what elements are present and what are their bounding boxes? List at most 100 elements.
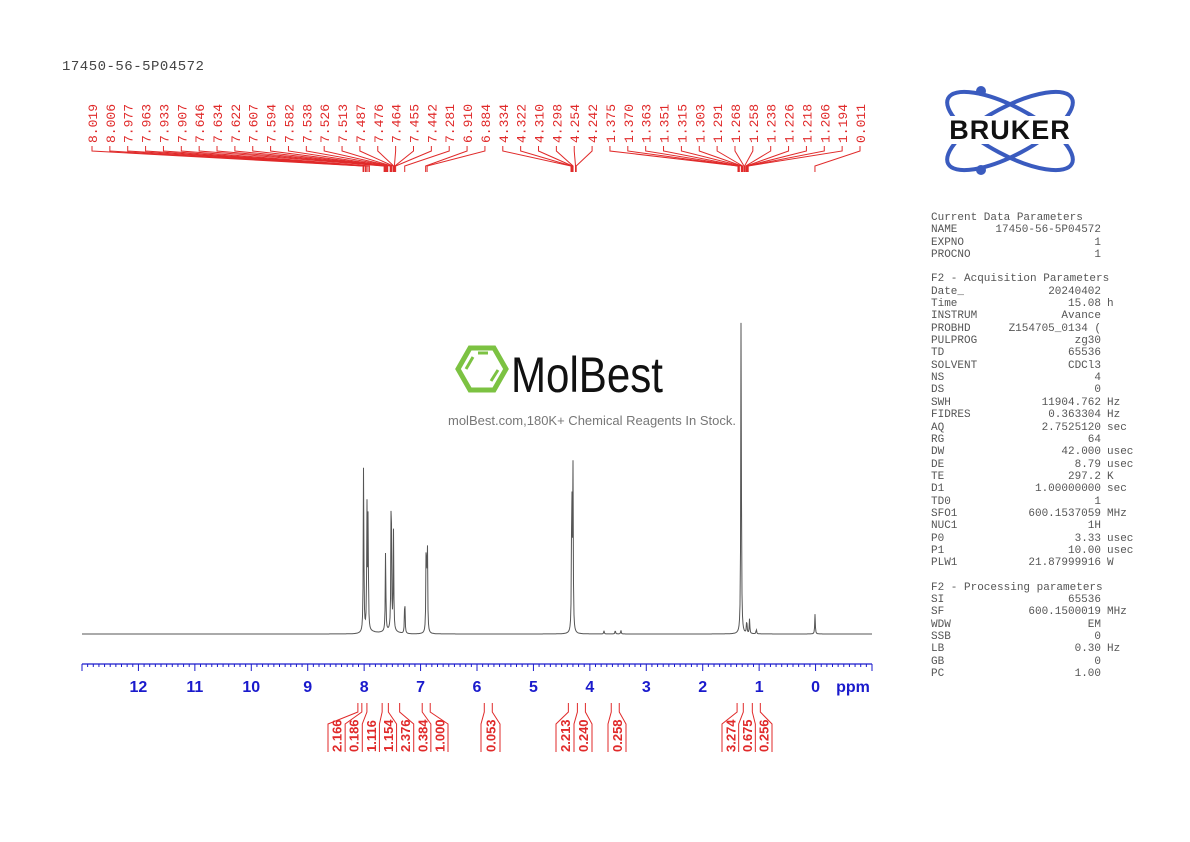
peak-label: 6.910: [461, 104, 476, 143]
param-value: 1.00000000: [1034, 483, 1101, 496]
param-key: LB: [931, 643, 945, 656]
param-unit: [1101, 520, 1107, 532]
param-unit: [1101, 237, 1107, 249]
peak-label: 7.538: [300, 104, 315, 143]
x-tick-label: 10: [242, 679, 260, 696]
x-tick-label: 4: [585, 679, 594, 696]
param-value: 297.2: [1067, 470, 1101, 483]
param-unit: [1101, 631, 1107, 643]
param-unit: K: [1107, 470, 1114, 483]
param-key: TD0: [931, 495, 951, 508]
param-value: 64: [1087, 433, 1101, 446]
param-unit: usec: [1107, 446, 1134, 459]
param-value: Z154705_0134 (: [1008, 322, 1101, 335]
param-value: 1: [1094, 236, 1101, 249]
peak-label: 4.254: [568, 104, 583, 143]
x-tick-label: 6: [473, 679, 482, 696]
x-tick-label: 8: [360, 679, 369, 696]
acquisition-parameters: F2 - Acquisition Parameters Date_ 2024040…: [931, 273, 1133, 569]
peak-label: 7.582: [282, 104, 297, 143]
peak-label: 0.011: [854, 104, 869, 143]
peak-label: 1.363: [640, 104, 655, 143]
x-tick-label: 12: [130, 679, 148, 696]
param-key: NAME: [931, 224, 958, 237]
peak-label: 1.206: [818, 104, 833, 143]
param-value: 21.87999916: [1028, 557, 1101, 570]
x-axis-label: ppm: [836, 679, 870, 696]
peak-label: 7.487: [354, 104, 369, 143]
param-row-te: TE 297.2 K: [931, 471, 1133, 483]
param-row-td0: TD0 1: [931, 496, 1133, 508]
molbest-brand: MolBest: [511, 347, 663, 402]
peak-label: 4.310: [533, 104, 548, 143]
param-unit: [1101, 594, 1107, 606]
peak-label: 7.442: [425, 104, 440, 143]
peak-label: 8.019: [86, 104, 101, 143]
param-row-p0: P0 3.33 usec: [931, 533, 1133, 545]
peak-label: 1.268: [729, 104, 744, 143]
processing-parameters: F2 - Processing parameters SI 65536 SF 600.…: [931, 582, 1133, 681]
param-row-sf: SF 600.1500019 MHz: [931, 606, 1133, 618]
ppm-axis: 12 11 10 9 8 7 6 5 4 3 2 1 0 ppm: [81, 663, 873, 696]
param-value: 4: [1094, 372, 1101, 385]
param-key: DS: [931, 384, 945, 397]
param-unit: MHz: [1107, 606, 1127, 619]
param-value: zg30: [1074, 335, 1101, 348]
peak-label: 7.933: [157, 104, 172, 143]
param-value: 0.363304: [1048, 409, 1101, 422]
x-tick-label: 3: [642, 679, 651, 696]
param-value: 17450-56-5P04572: [995, 224, 1101, 237]
param-key: WDW: [931, 618, 951, 631]
param-unit: sec: [1107, 421, 1127, 434]
watermark-tagline: molBest.com,180K+ Chemical Reagents In S…: [448, 413, 736, 428]
param-unit: [1101, 224, 1107, 236]
param-key: DW: [931, 446, 945, 459]
peak-label: 8.006: [104, 104, 119, 143]
param-row-procno: PROCNO 1: [931, 249, 1133, 261]
param-value: 65536: [1067, 347, 1101, 360]
param-row-ds: DS 0: [931, 384, 1133, 396]
param-value: 3.33: [1074, 532, 1101, 545]
peak-label: 1.226: [783, 104, 798, 143]
x-tick-label: 9: [303, 679, 312, 696]
param-value: 0.30: [1074, 643, 1101, 656]
param-key: Time: [931, 298, 958, 311]
param-value: 42.000: [1061, 446, 1101, 459]
peak-label: 4.334: [497, 104, 512, 143]
param-unit: usec: [1107, 532, 1134, 545]
integral-value: 0.384: [415, 719, 430, 752]
peak-label: 7.455: [407, 104, 422, 143]
param-value: 1: [1094, 495, 1101, 508]
param-value: 1.00: [1074, 668, 1101, 681]
param-key: PC: [931, 668, 945, 681]
param-key: NS: [931, 372, 945, 385]
integral-value: 0.053: [484, 719, 499, 752]
acquisition-parameters-panel: Current Data Parameters NAME 17450-56-5P0…: [931, 212, 1133, 692]
x-tick-label: 5: [529, 679, 538, 696]
section-header: Current Data Parameters: [931, 212, 1083, 224]
param-row-instrum: INSTRUM Avance: [931, 310, 1133, 322]
param-value: 0: [1094, 655, 1101, 668]
param-row-aq: AQ 2.7525120 sec: [931, 422, 1133, 434]
integral-value: 2.213: [558, 719, 573, 752]
param-value: 1H: [1087, 520, 1101, 533]
param-key: P0: [931, 532, 945, 545]
peak-label: 7.281: [443, 104, 458, 143]
param-row-td: TD 65536: [931, 347, 1133, 359]
param-key: INSTRUM: [931, 310, 978, 323]
integral-value: 1.000: [432, 719, 447, 752]
param-row-d1: D1 1.00000000 sec: [931, 483, 1133, 495]
param-unit: MHz: [1107, 507, 1127, 520]
x-tick-label: 2: [698, 679, 707, 696]
bruker-logo-text: BRUKER: [949, 115, 1071, 145]
integral-value: 1.154: [381, 719, 396, 752]
param-key: SOLVENT: [931, 359, 978, 372]
param-unit: [1101, 496, 1107, 508]
peak-label: 1.351: [658, 104, 673, 143]
param-unit: h: [1107, 298, 1114, 311]
peak-label: 7.607: [247, 104, 262, 143]
bruker-logo: BRUKER: [922, 82, 1097, 180]
param-unit: usec: [1107, 544, 1134, 557]
param-key: PULPROG: [931, 335, 978, 348]
hexagon-icon: [455, 345, 509, 393]
